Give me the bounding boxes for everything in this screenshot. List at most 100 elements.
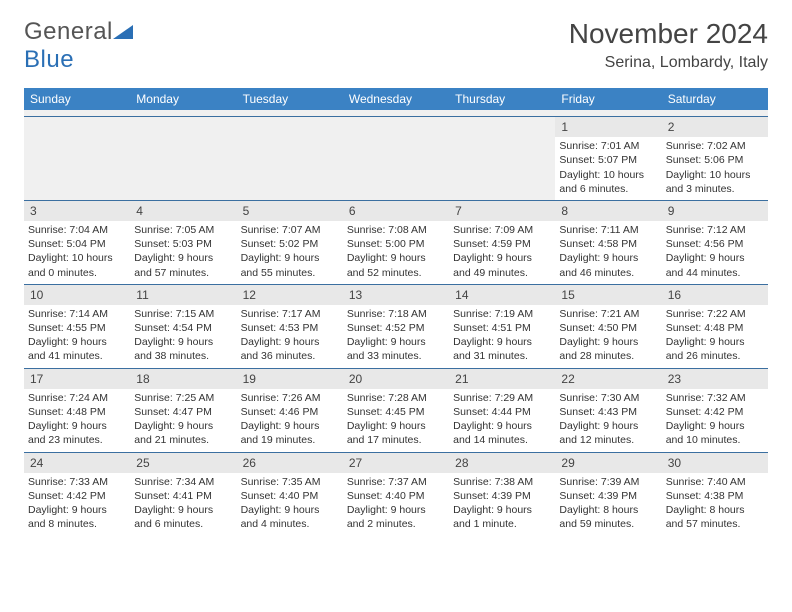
week-row: .....1Sunrise: 7:01 AMSunset: 5:07 PMDay… bbox=[24, 116, 768, 200]
day-cell: 12Sunrise: 7:17 AMSunset: 4:53 PMDayligh… bbox=[237, 285, 343, 368]
day-number: 1 bbox=[555, 117, 661, 137]
sunset-text: Sunset: 4:42 PM bbox=[28, 489, 126, 503]
sunrise-text: Sunrise: 7:04 AM bbox=[28, 223, 126, 237]
day-content: Sunrise: 7:35 AMSunset: 4:40 PMDaylight:… bbox=[237, 473, 343, 536]
day-number: 26 bbox=[237, 453, 343, 473]
day-cell: 22Sunrise: 7:30 AMSunset: 4:43 PMDayligh… bbox=[555, 369, 661, 452]
day-number: 16 bbox=[662, 285, 768, 305]
empty-cell: . bbox=[24, 117, 130, 200]
weekday-header: Sunday bbox=[24, 88, 130, 110]
day-number: 6 bbox=[343, 201, 449, 221]
week-row: 3 Sunrise: 7:04 AMSunset: 5:04 PM Daylight… bbox=[24, 200, 768, 284]
week-row: 10Sunrise: 7:14 AMSunset: 4:55 PMDayligh… bbox=[24, 284, 768, 368]
day-cell: 19Sunrise: 7:26 AMSunset: 4:46 PMDayligh… bbox=[237, 369, 343, 452]
sunrise-text: Sunrise: 7:22 AM bbox=[666, 307, 764, 321]
sunset-text: Sunset: 4:44 PM bbox=[453, 405, 551, 419]
sunrise-text: Sunrise: 7:24 AM bbox=[28, 391, 126, 405]
day-cell: 11 Sunrise: 7:15 AMSunset: 4:54 PMDayligh… bbox=[130, 285, 236, 368]
empty-cell: . bbox=[237, 117, 343, 200]
sunset-text: Sunset: 4:53 PM bbox=[241, 321, 339, 335]
sunset-text: Sunset: 4:59 PM bbox=[453, 237, 551, 251]
daylight-text: Daylight: 9 hours and 26 minutes. bbox=[666, 335, 764, 363]
sunset-text: Sunset: 4:41 PM bbox=[134, 489, 232, 503]
daylight-text: Daylight: 9 hours and 49 minutes. bbox=[453, 251, 551, 279]
day-content: Sunrise: 7:02 AMSunset: 5:06 PMDaylight:… bbox=[662, 137, 768, 200]
sunrise-text: Sunrise: 7:18 AM bbox=[347, 307, 445, 321]
weekday-header: Monday bbox=[130, 88, 236, 110]
day-cell: 2Sunrise: 7:02 AMSunset: 5:06 PMDaylight… bbox=[662, 117, 768, 200]
day-number: 19 bbox=[237, 369, 343, 389]
day-content: Sunrise: 7:30 AMSunset: 4:43 PMDaylight:… bbox=[555, 389, 661, 452]
daylight-text: Daylight: 9 hours and 19 minutes. bbox=[241, 419, 339, 447]
sunrise-text: Sunrise: 7:02 AM bbox=[666, 139, 764, 153]
sunrise-text: Sunrise: 7:39 AM bbox=[559, 475, 657, 489]
sunrise-text: Sunrise: 7:09 AM bbox=[453, 223, 551, 237]
page-title: November 2024 bbox=[569, 18, 768, 50]
daylight-text: Daylight: 9 hours and 38 minutes. bbox=[134, 335, 232, 363]
sunset-text: Sunset: 4:54 PM bbox=[134, 321, 232, 335]
day-content: Sunrise: 7:14 AMSunset: 4:55 PMDaylight:… bbox=[24, 305, 130, 368]
day-content: Sunrise: 7:37 AMSunset: 4:40 PMDaylight:… bbox=[343, 473, 449, 536]
sunset-text: Sunset: 5:06 PM bbox=[666, 153, 764, 167]
daylight-text: Daylight: 10 hours and 3 minutes. bbox=[666, 168, 764, 196]
day-content: Sunrise: 7:01 AMSunset: 5:07 PMDaylight:… bbox=[555, 137, 661, 200]
weeks-container: .....1Sunrise: 7:01 AMSunset: 5:07 PMDay… bbox=[24, 116, 768, 535]
sunrise-text: Sunrise: 7:05 AM bbox=[134, 223, 232, 237]
day-cell: 1Sunrise: 7:01 AMSunset: 5:07 PMDaylight… bbox=[555, 117, 661, 200]
sunrise-text: Sunrise: 7:12 AM bbox=[666, 223, 764, 237]
day-cell: 5Sunrise: 7:07 AMSunset: 5:02 PMDaylight… bbox=[237, 201, 343, 284]
sunset-text: Sunset: 4:48 PM bbox=[666, 321, 764, 335]
sunrise-text: Sunrise: 7:32 AM bbox=[666, 391, 764, 405]
daylight-text: Daylight: 9 hours and 17 minutes. bbox=[347, 419, 445, 447]
sunset-text: Sunset: 4:39 PM bbox=[453, 489, 551, 503]
daylight-text: Daylight: 9 hours and 8 minutes. bbox=[28, 503, 126, 531]
day-cell: 29Sunrise: 7:39 AMSunset: 4:39 PMDayligh… bbox=[555, 453, 661, 536]
weekday-header-row: SundayMondayTuesdayWednesdayThursdayFrid… bbox=[24, 88, 768, 110]
sunrise-text: Sunrise: 7:01 AM bbox=[559, 139, 657, 153]
day-number: 28 bbox=[449, 453, 555, 473]
sunrise-text: Sunrise: 7:15 AM bbox=[134, 307, 232, 321]
sunrise-text: Sunrise: 7:19 AM bbox=[453, 307, 551, 321]
day-content: Sunrise: 7:26 AMSunset: 4:46 PMDaylight:… bbox=[237, 389, 343, 452]
daylight-text: Daylight: 9 hours and 12 minutes. bbox=[559, 419, 657, 447]
sunrise-text: Sunrise: 7:26 AM bbox=[241, 391, 339, 405]
sunrise-text: Sunrise: 7:17 AM bbox=[241, 307, 339, 321]
day-cell: 30Sunrise: 7:40 AMSunset: 4:38 PMDayligh… bbox=[662, 453, 768, 536]
day-number: 18 bbox=[130, 369, 236, 389]
logo-triangle-icon bbox=[113, 18, 133, 46]
day-content: Sunrise: 7:33 AMSunset: 4:42 PMDaylight:… bbox=[24, 473, 130, 536]
day-content: Sunrise: 7:07 AMSunset: 5:02 PMDaylight:… bbox=[237, 221, 343, 284]
day-number: 2 bbox=[662, 117, 768, 137]
day-number: 3 bbox=[24, 201, 130, 221]
sunset-text: Sunset: 4:42 PM bbox=[666, 405, 764, 419]
sunset-text: Sunset: 4:48 PM bbox=[28, 405, 126, 419]
sunrise-text: Sunrise: 7:33 AM bbox=[28, 475, 126, 489]
day-content: Sunrise: 7:19 AMSunset: 4:51 PMDaylight:… bbox=[449, 305, 555, 368]
day-number: 8 bbox=[555, 201, 661, 221]
daylight-text: Daylight: 9 hours and 55 minutes. bbox=[241, 251, 339, 279]
day-content: Sunrise: 7:24 AMSunset: 4:48 PMDaylight:… bbox=[24, 389, 130, 452]
logo-text: General Blue bbox=[24, 18, 133, 74]
title-block: November 2024 Serina, Lombardy, Italy bbox=[569, 18, 768, 72]
day-cell: 23Sunrise: 7:32 AMSunset: 4:42 PMDayligh… bbox=[662, 369, 768, 452]
sunset-text: Sunset: 4:55 PM bbox=[28, 321, 126, 335]
sunrise-text: Sunrise: 7:25 AM bbox=[134, 391, 232, 405]
day-number: 12 bbox=[237, 285, 343, 305]
day-number: 7 bbox=[449, 201, 555, 221]
empty-cell: . bbox=[130, 117, 236, 200]
day-cell: 20Sunrise: 7:28 AMSunset: 4:45 PMDayligh… bbox=[343, 369, 449, 452]
sunset-text: Sunset: 4:51 PM bbox=[453, 321, 551, 335]
daylight-text: Daylight: 10 hours and 6 minutes. bbox=[559, 168, 657, 196]
daylight-text: Daylight: 9 hours and 46 minutes. bbox=[559, 251, 657, 279]
day-number: 21 bbox=[449, 369, 555, 389]
sunset-text: Sunset: 5:04 PM bbox=[28, 237, 126, 251]
day-cell: 18Sunrise: 7:25 AMSunset: 4:47 PMDayligh… bbox=[130, 369, 236, 452]
sunrise-text: Sunrise: 7:29 AM bbox=[453, 391, 551, 405]
day-number: 14 bbox=[449, 285, 555, 305]
sunset-text: Sunset: 4:43 PM bbox=[559, 405, 657, 419]
day-number: 11 bbox=[130, 285, 236, 305]
weekday-header: Tuesday bbox=[237, 88, 343, 110]
sunrise-text: Sunrise: 7:11 AM bbox=[559, 223, 657, 237]
location-label: Serina, Lombardy, Italy bbox=[569, 54, 768, 72]
sunset-text: Sunset: 4:46 PM bbox=[241, 405, 339, 419]
